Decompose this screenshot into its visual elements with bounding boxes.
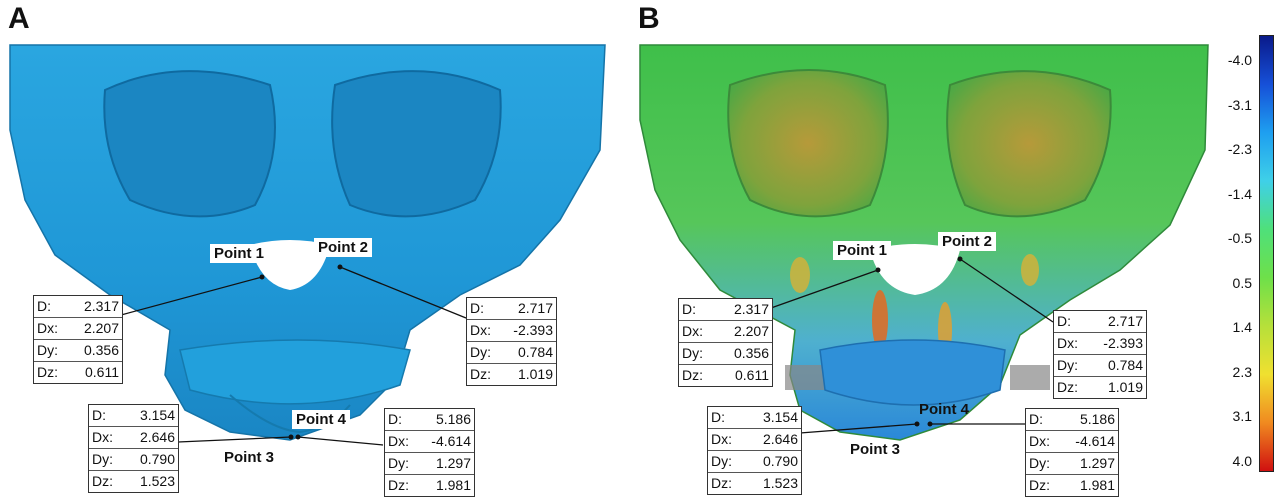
leader-line-b-point2: [959, 258, 1054, 323]
skull-a: [9, 44, 606, 441]
marker-b-point4: [927, 421, 933, 427]
panel-a-point1-measurements: D: 2.317 Dx: 2.207 Dy: 0.356 Dz: 0.611: [33, 295, 123, 384]
color-scale-bar: [1259, 35, 1274, 472]
panel-a-point4-label: Point 4: [292, 410, 351, 429]
leader-line-a-point3: [177, 436, 292, 443]
panel-b-point4-measurements: D: 5.186 Dx: -4.614 Dy: 1.297 Dz: 1.981: [1025, 408, 1119, 497]
panel-b-letter: B: [638, 2, 660, 35]
leader-line-a-point4: [297, 436, 384, 446]
panel-b-point1-label: Point 1: [833, 241, 892, 260]
panel-b-point4-label: Point 4: [919, 401, 970, 418]
color-scale-tick: -1.4: [1227, 185, 1252, 202]
color-scale-tick: 2.3: [1232, 363, 1252, 380]
panel-a-letter: A: [8, 2, 30, 35]
panel-b-point2-measurements: D: 2.717 Dx: -2.393 Dy: 0.784 Dz: 1.019: [1053, 310, 1147, 399]
panel-a-point3-measurements: D: 3.154 Dx: 2.646 Dy: 0.790 Dz: 1.523: [88, 404, 179, 493]
color-scale-tick: -2.3: [1227, 141, 1252, 157]
panel-a-point4-measurements: D: 5.186 Dx: -4.614 Dy: 1.297 Dz: 1.981: [384, 408, 475, 497]
marker-a-point4: [295, 434, 301, 440]
leader-line-b-point3: [799, 423, 918, 434]
color-scale-tick: 1.4: [1232, 319, 1252, 335]
panel-b-point3-measurements: D: 3.154 Dx: 2.646 Dy: 0.790 Dz: 1.523: [707, 406, 802, 495]
panel-b-point2-label: Point 2: [938, 232, 997, 251]
leader-line-a-point1: [120, 276, 263, 316]
panel-a-point2-label: Point 2: [314, 238, 373, 257]
color-scale-tick: 4.0: [1232, 452, 1252, 469]
leader-line-a-point2: [339, 266, 467, 319]
marker-a-point1: [259, 274, 265, 280]
marker-a-point3: [288, 434, 294, 440]
leader-line-b-point1: [770, 269, 879, 309]
skull-b: [639, 44, 1209, 441]
color-scale-tick: -4.0: [1227, 52, 1252, 68]
panel-b-point1-measurements: D: 2.317 Dx: 2.207 Dy: 0.356 Dz: 0.611: [678, 298, 773, 387]
marker-b-point2: [957, 256, 963, 262]
panel-a-point3-label: Point 3: [224, 449, 275, 466]
color-scale-tick: -0.5: [1227, 230, 1252, 246]
color-scale-tick: 3.1: [1232, 408, 1252, 424]
panel-a-point1-label: Point 1: [210, 244, 269, 263]
color-scale-tick: 0.5: [1232, 274, 1252, 291]
marker-a-point2: [337, 264, 343, 270]
marker-b-point1: [875, 267, 881, 273]
panel-b-point3-label: Point 3: [850, 441, 901, 458]
color-scale-tick: -3.1: [1227, 96, 1252, 113]
panel-a-point2-measurements: D: 2.717 Dx: -2.393 Dy: 0.784 Dz: 1.019: [466, 297, 557, 386]
marker-b-point3: [914, 421, 920, 427]
